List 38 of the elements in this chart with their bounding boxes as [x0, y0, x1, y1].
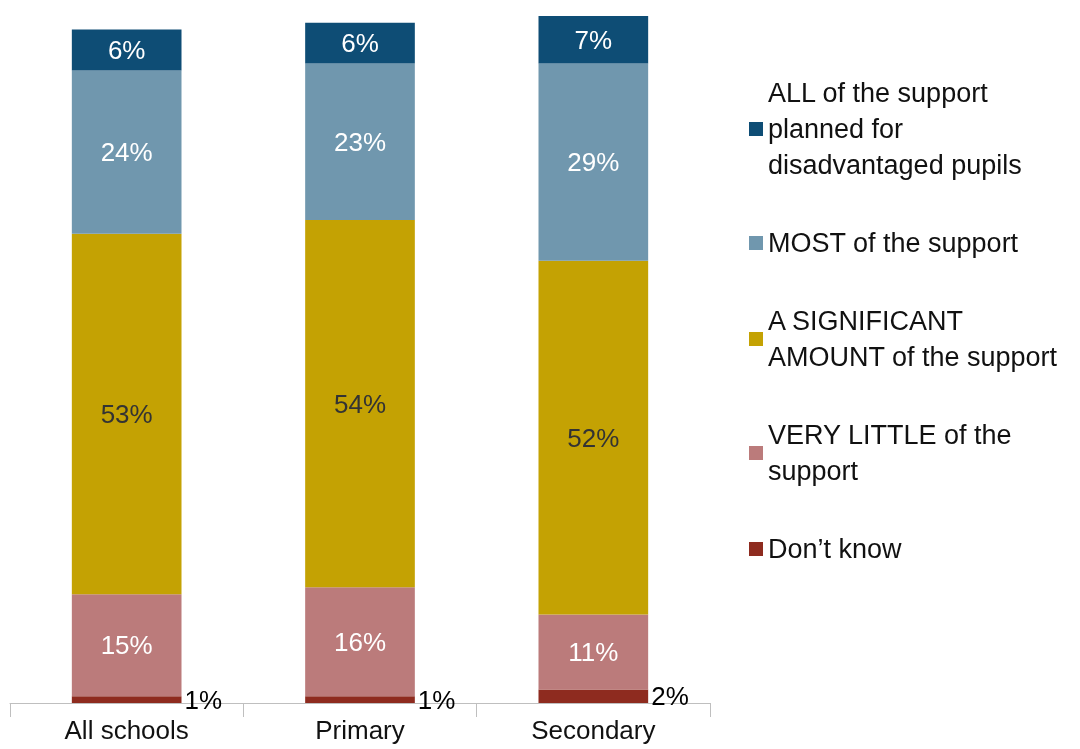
data-label: 11%: [568, 636, 619, 667]
x-tick-label: Secondary: [531, 715, 656, 745]
data-label: 16%: [333, 626, 387, 657]
bar: [305, 220, 415, 588]
data-label: 52%: [567, 422, 620, 453]
bar: [538, 260, 649, 615]
bar: [71, 29, 182, 71]
legend-label: ALL of the support planned for disadvantaged pupils: [768, 78, 1022, 180]
bar: [71, 696, 182, 703]
legend-label: VERY LITTLE of the support: [768, 420, 1020, 486]
bar: [71, 70, 182, 234]
bar: [305, 63, 415, 221]
bar: [71, 594, 182, 697]
bar: [538, 63, 649, 261]
bar: [538, 614, 649, 690]
legend-label: A SIGNIFICANT AMOUNT of the support: [768, 306, 1058, 372]
data-label: 6%: [341, 28, 379, 59]
bar: [305, 696, 415, 703]
legend-label: MOST of the support: [768, 228, 1019, 258]
bar: [538, 16, 649, 64]
data-label: 2%: [651, 681, 689, 712]
x-tick-label: Primary: [315, 715, 405, 745]
data-label: 1%: [417, 684, 456, 715]
data-label: 29%: [567, 147, 620, 178]
data-label: 24%: [100, 137, 153, 168]
legend-label: Don’t know: [768, 534, 903, 564]
data-label: 6%: [107, 35, 146, 66]
data-label: 54%: [333, 388, 387, 419]
data-label: 23%: [333, 126, 387, 157]
bar: [305, 22, 415, 64]
data-label: 7%: [574, 24, 613, 55]
data-label: 53%: [100, 398, 153, 429]
bar: [305, 587, 415, 697]
bar: [71, 233, 182, 595]
bar: [538, 689, 649, 703]
data-label: 15%: [100, 630, 153, 661]
x-tick-label: All schools: [64, 715, 189, 745]
data-label: 1%: [184, 684, 223, 715]
